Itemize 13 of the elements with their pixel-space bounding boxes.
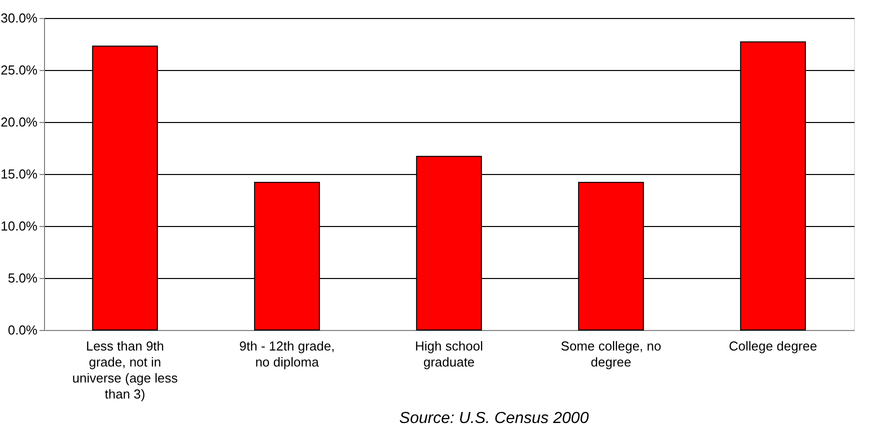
x-tick-label: High school graduate [415, 338, 484, 370]
y-tick-label: 15.0% [0, 166, 38, 182]
y-tick-label: 25.0% [0, 62, 38, 78]
y-tick-label: 10.0% [0, 218, 38, 234]
y-tick-label: 0.0% [8, 322, 38, 338]
x-tick-label: Some college, no degree [560, 338, 662, 370]
x-tick-label: College degree [728, 338, 818, 354]
x-tick-label: Less than 9th grade, not in universe (age less than 3) [72, 338, 178, 402]
x-tick-label: 9th - 12th grade, no diploma [239, 338, 335, 370]
y-tick-label: 20.0% [0, 114, 38, 130]
y-tick-label: 5.0% [8, 270, 38, 286]
y-tick-label: 30.0% [0, 10, 38, 26]
source-note: Source: U.S. Census 2000 [399, 410, 589, 425]
